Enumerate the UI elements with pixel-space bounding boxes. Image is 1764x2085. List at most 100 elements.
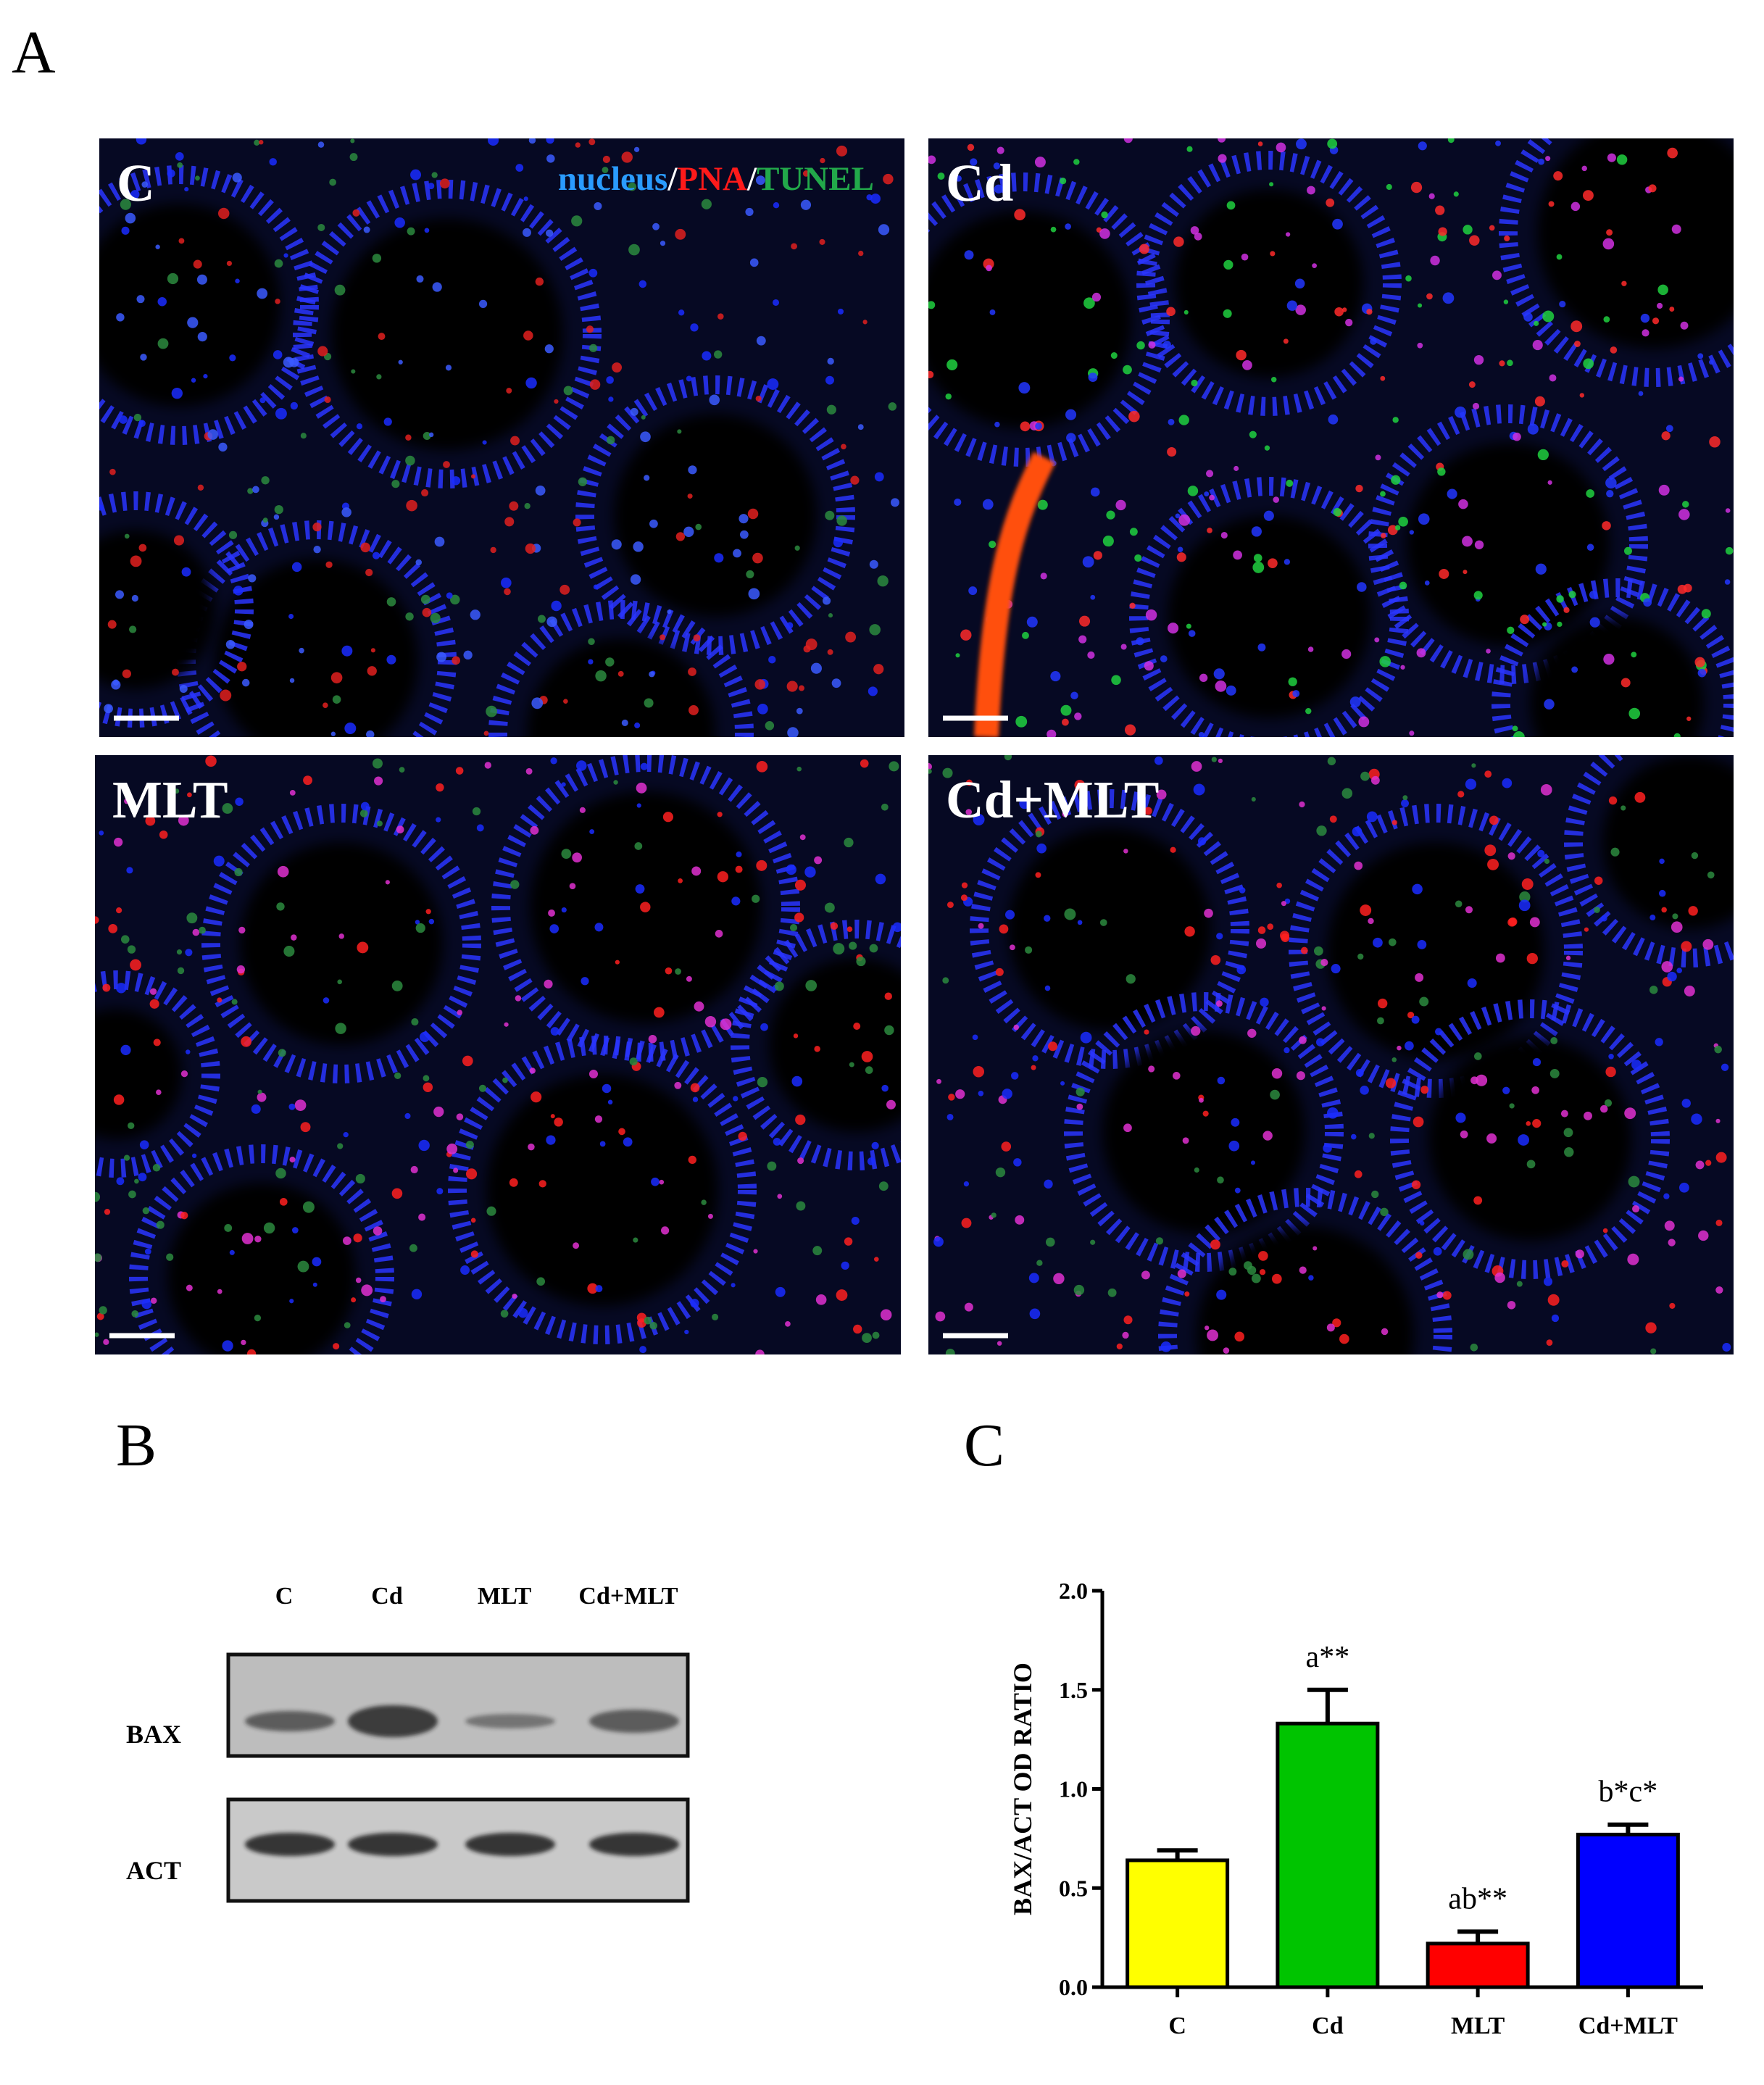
cell-dot — [856, 956, 866, 967]
cell-dot — [1494, 1272, 1505, 1283]
cell-dot — [1489, 225, 1495, 231]
cell-dot — [1202, 1110, 1209, 1117]
cell-dot — [1269, 182, 1274, 187]
cell-dot — [1624, 1107, 1636, 1120]
cell-dot — [263, 1222, 275, 1234]
cell-dot — [130, 190, 140, 199]
cell-dot — [1284, 1046, 1290, 1054]
cell-dot — [1374, 637, 1380, 643]
cell-dot — [478, 1084, 487, 1092]
cell-dot — [978, 1090, 984, 1096]
cell-dot — [1559, 301, 1566, 308]
cell-dot — [589, 344, 598, 352]
cell-dot — [648, 1034, 657, 1044]
tubule-lumen — [614, 414, 817, 617]
cell-dot — [773, 1137, 781, 1146]
cell-dot — [1465, 778, 1477, 790]
cell-dot — [1199, 673, 1208, 683]
cell-dot — [756, 860, 767, 871]
cell-dot — [225, 639, 236, 649]
cell-dot — [1354, 1170, 1362, 1178]
cell-dot — [1542, 622, 1547, 627]
cell-dot — [167, 272, 179, 285]
cell-dot — [1684, 986, 1695, 996]
cell-dot — [228, 530, 238, 539]
cell-dot — [1126, 974, 1136, 984]
cell-dot — [289, 678, 295, 683]
cell-dot — [1014, 209, 1025, 221]
cell-dot — [963, 1181, 970, 1187]
cell-dot — [1594, 907, 1600, 913]
cell-dot — [1380, 375, 1386, 381]
cell-dot — [749, 258, 759, 267]
cell-dot — [1722, 1343, 1731, 1352]
cell-dot — [241, 678, 250, 687]
legend-part: nucleus — [558, 160, 668, 198]
cell-dot — [1473, 1052, 1482, 1060]
cell-dot — [1649, 986, 1658, 994]
cell-dot — [937, 172, 945, 180]
cell-dot — [1040, 573, 1047, 580]
cell-dot — [1035, 872, 1041, 878]
cell-dot — [291, 562, 302, 573]
cell-dot — [463, 650, 473, 660]
cell-dot — [550, 757, 557, 765]
tubule-lumen — [99, 204, 280, 407]
cell-dot — [109, 468, 116, 475]
cell-dot — [370, 648, 375, 653]
cell-dot — [954, 498, 962, 507]
cell-dot — [1584, 927, 1589, 932]
cell-dot — [714, 553, 724, 563]
cell-dot — [1247, 1028, 1257, 1039]
tubule-lumen — [527, 638, 715, 737]
cell-dot — [878, 224, 890, 236]
cell-dot — [746, 570, 754, 578]
cell-dot — [416, 275, 424, 283]
cell-dot — [236, 965, 246, 974]
cell-dot — [1013, 1024, 1020, 1031]
cell-dot — [1316, 1038, 1325, 1046]
cell-dot — [1020, 421, 1031, 432]
cell-dot — [1570, 320, 1583, 333]
lane-label: Cd — [371, 1583, 403, 1610]
cell-dot — [187, 792, 192, 798]
cell-dot — [288, 1103, 296, 1110]
cell-dot — [121, 226, 130, 235]
cell-dot — [978, 923, 984, 929]
cell-dot — [1495, 953, 1505, 963]
cell-dot — [964, 250, 974, 260]
cell-dot — [634, 842, 643, 850]
cell-dot — [1683, 583, 1692, 593]
cell-dot — [177, 162, 183, 168]
cell-dot — [1366, 309, 1373, 315]
tubule-lumen — [1407, 443, 1610, 646]
cell-dot — [1405, 275, 1412, 282]
cell-dot — [678, 309, 685, 316]
cell-dot — [1015, 1215, 1025, 1225]
cell-dot — [994, 184, 1004, 193]
cell-dot — [621, 719, 628, 726]
cell-dot — [429, 432, 434, 438]
cell-dot — [150, 1297, 157, 1304]
micrographs: C Cd MLT Cd+MLT — [95, 138, 1734, 1354]
cell-dot — [559, 584, 570, 595]
cell-dot — [936, 1078, 941, 1084]
cell-dot — [1299, 1266, 1307, 1274]
cell-dot — [1076, 1103, 1083, 1110]
tubule-lumen — [1428, 1038, 1631, 1241]
cell-dot — [1673, 733, 1681, 737]
cell-dot — [845, 631, 857, 643]
cell-dot — [1642, 329, 1649, 337]
cell-dot — [688, 705, 699, 715]
cell-dot — [571, 215, 583, 227]
cell-dot — [252, 486, 259, 494]
cell-dot — [841, 1261, 849, 1270]
y-tick-label: 1.5 — [1059, 1677, 1088, 1703]
cell-dot — [1148, 341, 1156, 349]
cell-dot — [1252, 562, 1265, 573]
cell-dot — [1327, 138, 1338, 149]
cell-dot — [844, 1237, 853, 1246]
cell-dot — [259, 140, 264, 145]
cell-dot — [581, 977, 589, 986]
cell-dot — [423, 1082, 433, 1093]
